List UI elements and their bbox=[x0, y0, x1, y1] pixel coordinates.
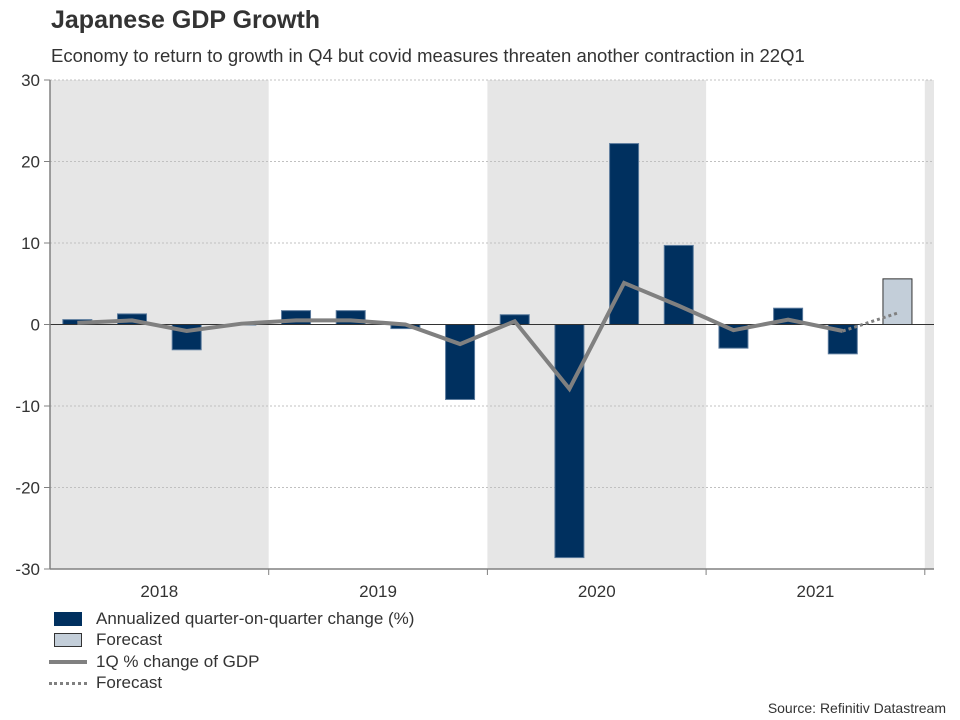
bar bbox=[554, 324, 585, 559]
y-tick-label: 0 bbox=[31, 316, 40, 335]
legend-item-forecast-line: Forecast bbox=[48, 673, 414, 695]
chart-title: Japanese GDP Growth bbox=[51, 6, 321, 34]
legend-label: 1Q % change of GDP bbox=[96, 651, 260, 671]
y-tick-label: 30 bbox=[21, 71, 40, 90]
gridlines bbox=[50, 79, 934, 488]
bar bbox=[445, 324, 476, 400]
legend-swatch-line bbox=[48, 659, 87, 664]
x-tick-label: 2019 bbox=[359, 582, 397, 601]
y-tick-label: -20 bbox=[15, 479, 40, 498]
x-tick-label: 2018 bbox=[140, 582, 178, 601]
x-tick-label: 2021 bbox=[797, 582, 835, 601]
bar bbox=[663, 244, 694, 326]
legend-label: Forecast bbox=[96, 630, 163, 650]
legend-item-forecast-bar: Forecast bbox=[48, 630, 414, 652]
bar bbox=[609, 143, 640, 325]
forecast-bar bbox=[882, 278, 913, 325]
legend-swatch-bar bbox=[53, 611, 82, 626]
x-tick-label: 2020 bbox=[578, 582, 616, 601]
legend-swatch-forecast-bar bbox=[53, 633, 82, 648]
gdp-change-line bbox=[77, 280, 844, 393]
y-axis-ticks: 30 20 10 0 -10 -20 -30 bbox=[15, 71, 50, 579]
legend-label: Annualized quarter-on-quarter change (%) bbox=[96, 608, 415, 628]
legend-item-bars: Annualized quarter-on-quarter change (%) bbox=[48, 608, 414, 630]
line-series bbox=[77, 280, 898, 393]
source-note: Source: Refinitiv Datastream bbox=[767, 700, 946, 716]
chart-subtitle: Economy to return to growth in Q4 but co… bbox=[51, 45, 805, 66]
legend-label: Forecast bbox=[96, 673, 163, 693]
y-tick-label: 10 bbox=[21, 234, 40, 253]
legend-item-line: 1Q % change of GDP bbox=[48, 651, 414, 673]
y-tick-label: -30 bbox=[15, 560, 40, 579]
legend: Annualized quarter-on-quarter change (%)… bbox=[48, 608, 414, 694]
x-axis-ticks: 2018 2019 2020 2021 bbox=[140, 569, 926, 601]
legend-swatch-dotted-line bbox=[48, 681, 87, 685]
y-tick-label: -10 bbox=[15, 397, 40, 416]
y-tick-label: 20 bbox=[21, 153, 40, 172]
